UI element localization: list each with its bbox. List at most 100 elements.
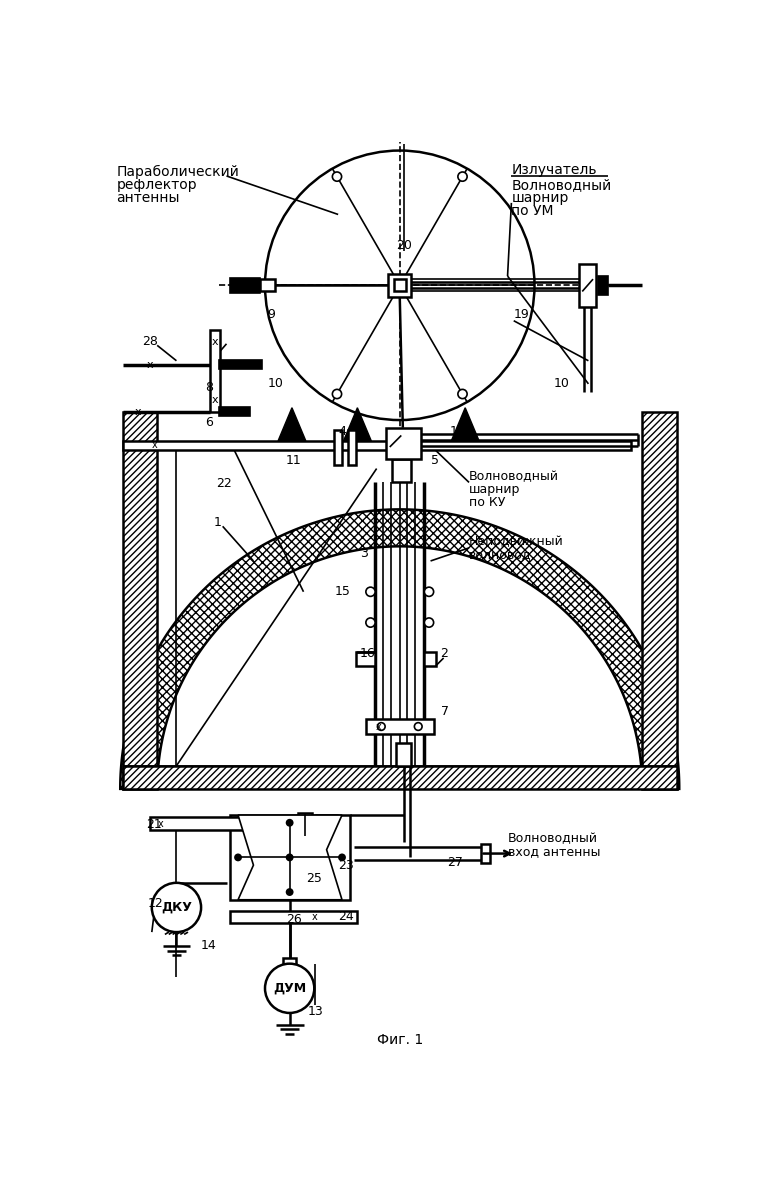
Bar [260,279,275,291]
Text: x: x [376,721,382,732]
Text: x: x [152,440,158,450]
Circle shape [286,855,292,861]
Text: вход антенны: вход антенны [508,844,600,857]
Circle shape [458,172,467,181]
Text: 10: 10 [268,378,283,391]
Bar [122,412,158,789]
Text: ДКУ: ДКУ [161,901,192,914]
Text: 12: 12 [147,897,163,910]
Text: ДУМ: ДУМ [273,982,307,995]
Text: 21: 21 [146,818,161,831]
Text: 18: 18 [450,425,466,438]
Polygon shape [278,407,306,440]
Circle shape [265,150,534,420]
Bar [150,817,323,830]
Circle shape [366,587,375,597]
Text: 8: 8 [205,381,214,394]
Text: рефлектор: рефлектор [116,179,197,192]
Text: Параболический: Параболический [116,165,239,179]
Text: x: x [146,360,153,369]
Text: 11: 11 [285,455,302,468]
Text: 22: 22 [217,477,232,490]
Bar [386,427,420,458]
Circle shape [332,390,342,399]
Bar [348,430,356,464]
Bar [366,719,434,734]
Text: 10: 10 [554,378,569,391]
Text: 13: 13 [307,1005,323,1018]
Text: 19: 19 [514,308,530,321]
Bar [394,279,406,291]
Text: шарнир: шарнир [512,192,569,205]
Text: x: x [211,336,218,347]
Bar [580,264,596,307]
Circle shape [424,587,434,597]
Text: Волноводный: Волноводный [469,470,559,483]
Bar [298,812,312,836]
Text: 14: 14 [201,939,217,952]
Circle shape [332,172,342,181]
Text: x: x [211,395,218,405]
Text: по КУ: по КУ [469,496,505,509]
Circle shape [339,855,345,861]
Text: 6: 6 [206,416,214,429]
Text: x: x [158,818,164,829]
Text: 1: 1 [214,516,222,529]
Bar [283,958,296,965]
Bar [388,274,411,297]
Bar [335,430,342,464]
Text: 24: 24 [339,910,354,924]
Text: Фиг. 1: Фиг. 1 [377,1032,423,1047]
Circle shape [265,964,314,1014]
Text: 28: 28 [142,335,158,348]
Text: Волноводный: Волноводный [512,179,612,192]
Circle shape [378,722,385,731]
Text: 3: 3 [360,547,367,560]
Bar [396,742,411,766]
Text: 7: 7 [441,704,448,718]
Circle shape [286,889,292,895]
Circle shape [366,618,375,628]
Text: 20: 20 [395,239,412,252]
Bar [210,330,220,412]
Bar [642,412,677,789]
Polygon shape [452,407,479,440]
Bar [219,407,250,417]
Bar [392,458,411,482]
Bar [219,360,262,369]
Circle shape [424,618,434,628]
Text: 23: 23 [339,858,354,871]
Text: 4: 4 [339,425,346,438]
Circle shape [235,855,241,861]
Text: Волноводный: Волноводный [508,831,597,844]
Circle shape [152,883,201,932]
Polygon shape [238,815,342,900]
Text: x: x [312,912,318,921]
Bar [480,844,490,863]
Text: 26: 26 [285,913,302,926]
Bar [230,277,260,292]
Text: 2: 2 [441,646,448,659]
Circle shape [414,722,422,731]
Text: шарнир: шарнир [469,483,520,496]
Text: 27: 27 [448,856,463,869]
Bar [424,652,436,665]
Bar [598,276,608,295]
Text: 9: 9 [268,308,275,321]
Bar [122,440,631,450]
Bar [356,652,375,665]
Text: Излучатель: Излучатель [512,162,597,176]
Text: по УМ: по УМ [512,204,554,218]
Text: Неподвижный: Неподвижный [469,535,564,548]
Circle shape [458,390,467,399]
Text: 15: 15 [335,585,350,598]
PathPatch shape [120,509,679,789]
Bar [122,766,677,789]
Bar [230,815,349,900]
Text: x: x [135,406,141,417]
Text: 16: 16 [360,646,375,659]
Text: 5: 5 [431,455,438,468]
Text: 25: 25 [306,871,321,884]
Text: волновод: волновод [469,548,531,561]
Polygon shape [343,407,371,440]
